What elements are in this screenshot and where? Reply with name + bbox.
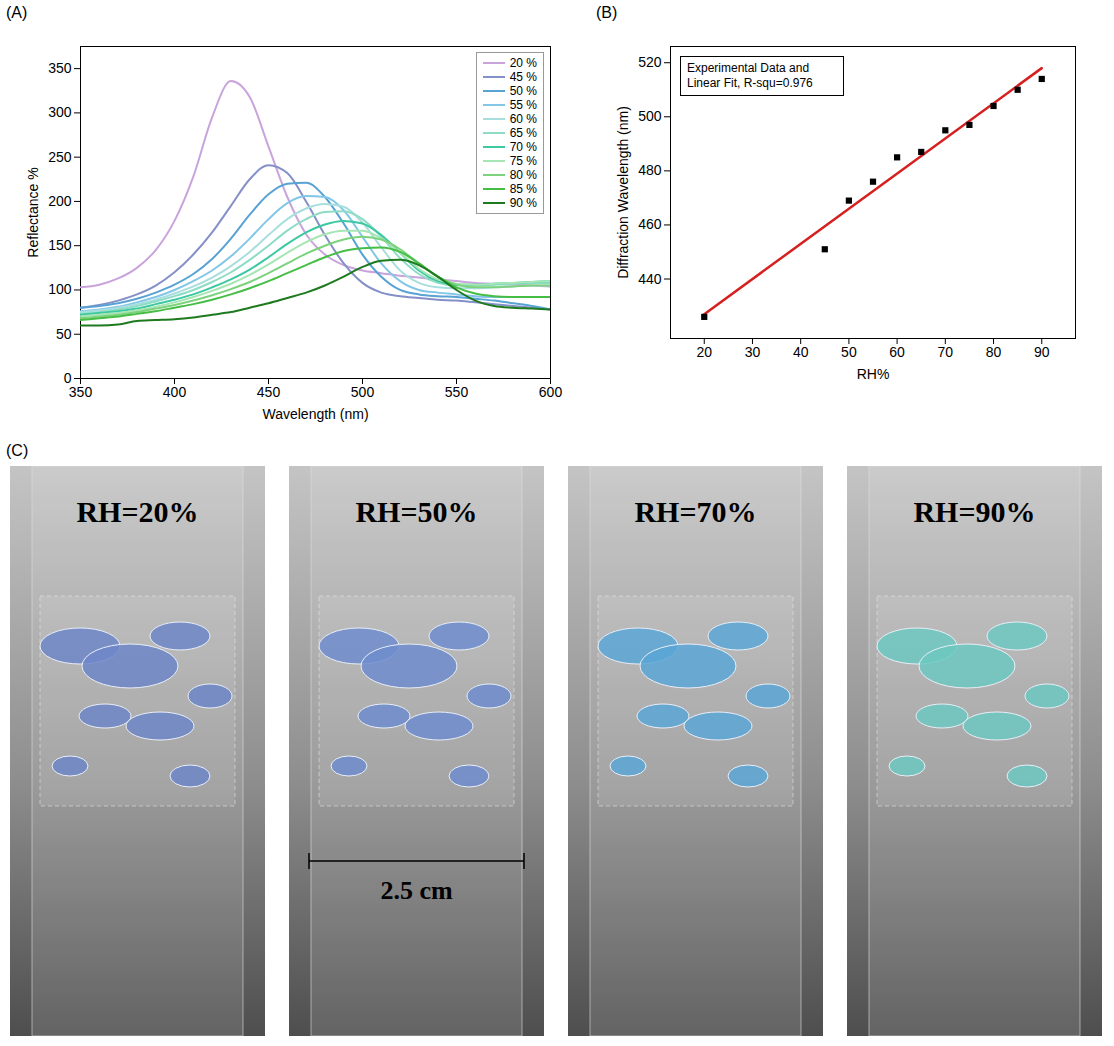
svg-text:520: 520	[638, 54, 662, 70]
html-text:(A): (A)	[6, 4, 28, 21]
svg-text:450: 450	[257, 384, 281, 400]
svg-text:Diffraction Wavelength (nm): Diffraction Wavelength (nm)	[615, 106, 631, 279]
svg-text:500: 500	[351, 384, 375, 400]
svg-text:200: 200	[48, 193, 72, 209]
html-text:50 %: 50 %	[509, 84, 537, 98]
html-text:Experimental Data and Linear F: Experimental Data and Linear Fit, R-squ=…	[687, 61, 813, 90]
html-text:55 %: 55 %	[509, 98, 537, 112]
svg-text:RH%: RH%	[857, 366, 890, 382]
html-text:90 %: 90 %	[509, 196, 537, 210]
svg-text:40: 40	[793, 344, 809, 360]
svg-text:550: 550	[445, 384, 469, 400]
svg-text:RH=20%: RH=20%	[76, 495, 198, 528]
svg-text:30: 30	[745, 344, 761, 360]
svg-text:50: 50	[56, 326, 72, 342]
html-text:60 %: 60 %	[509, 112, 537, 126]
svg-text:50: 50	[841, 344, 857, 360]
svg-text:600: 600	[539, 384, 563, 400]
html-text:85 %: 85 %	[509, 182, 537, 196]
svg-text:90: 90	[1034, 344, 1050, 360]
svg-text:RH=90%: RH=90%	[913, 495, 1035, 528]
html-text:(B): (B)	[596, 4, 618, 21]
svg-text:Reflectance %: Reflectance %	[25, 167, 41, 257]
html-text:20 %: 20 %	[509, 56, 537, 70]
svg-text:80: 80	[986, 344, 1002, 360]
svg-text:20: 20	[696, 344, 712, 360]
svg-text:300: 300	[48, 104, 72, 120]
svg-text:70: 70	[938, 344, 954, 360]
html-text:80 %: 80 %	[509, 168, 537, 182]
svg-text:350: 350	[69, 384, 93, 400]
html-text:45 %: 45 %	[509, 70, 537, 84]
svg-text:RH=70%: RH=70%	[634, 495, 756, 528]
svg-text:400: 400	[163, 384, 187, 400]
html-text:70 %: 70 %	[509, 140, 537, 154]
svg-text:350: 350	[48, 60, 72, 76]
svg-text:60: 60	[889, 344, 905, 360]
html-text:(C): (C)	[6, 442, 29, 459]
svg-text:440: 440	[638, 270, 662, 286]
svg-text:Wavelength (nm): Wavelength (nm)	[262, 406, 368, 422]
svg-text:250: 250	[48, 149, 72, 165]
html-text:65 %: 65 %	[509, 126, 537, 140]
html-text:75 %: 75 %	[509, 154, 537, 168]
svg-text:480: 480	[638, 162, 662, 178]
svg-text:500: 500	[638, 108, 662, 124]
svg-text:RH=50%: RH=50%	[355, 495, 477, 528]
svg-text:460: 460	[638, 216, 662, 232]
svg-text:100: 100	[48, 281, 72, 297]
svg-text:150: 150	[48, 237, 72, 253]
svg-text:2.5 cm: 2.5 cm	[380, 876, 453, 905]
svg-text:0: 0	[63, 370, 72, 386]
